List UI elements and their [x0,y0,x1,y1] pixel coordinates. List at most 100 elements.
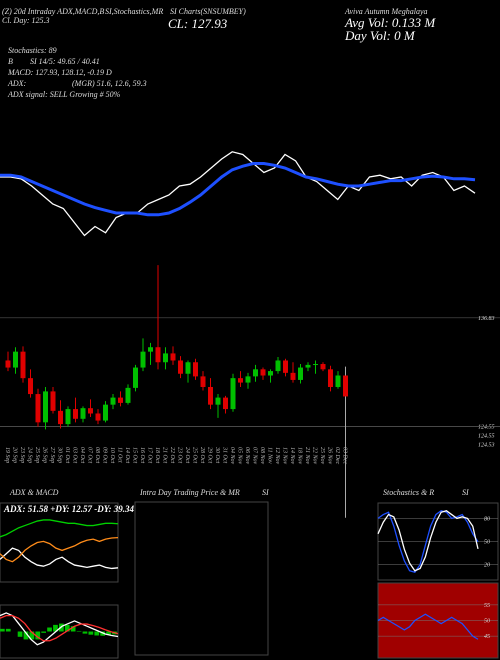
y-tick-label: 124.55 [478,423,495,430]
x-tick-label: 20 Sep [12,447,18,463]
candle-body [148,347,153,352]
candle-body [193,362,198,377]
candle-body [133,367,138,388]
candle-body [13,351,18,368]
candle-body [95,413,101,421]
x-tick-label: 23 Oct [177,447,183,463]
panel-subtitle: ADX: 51.58 +DY: 12.57 -DY: 39.34 [3,504,134,514]
candle-body [65,409,71,425]
candle-body [58,410,63,425]
candle-body [343,375,348,397]
y-tick-label: 55 [484,603,490,609]
x-tick-label: 13 Nov [282,447,288,465]
series-line [0,151,476,237]
candle-body [305,364,311,368]
x-tick-label: 26 Sep [42,447,48,463]
series-line [377,509,479,572]
header-line: SI,Stochastics,MR [105,7,163,16]
x-tick-label: 14 Nov [289,447,296,465]
x-tick-label: 09 Oct [102,447,108,463]
candle-body [200,376,206,387]
adx: ADX: [7,79,27,88]
header-line: SI Charts(SNSUMBEY) [170,7,246,16]
histogram-bar [106,631,111,635]
candle-body [43,391,48,423]
x-tick-label: 08 Oct [94,447,100,463]
x-tick-label: 17 Oct [147,447,153,463]
candle-body [290,372,296,380]
series-line [0,162,476,217]
candle-body [28,378,33,395]
candle-body [275,360,281,372]
candle-body [185,362,191,374]
x-tick-label: 02 Dec [334,447,340,464]
candle-body [208,386,213,405]
panel-frame [0,502,119,583]
x-tick-label: 26 Nov [327,447,333,465]
x-tick-label: 04 Oct [79,447,86,463]
candle-body [223,397,228,410]
x-tick-label: 15 Oct [132,447,138,463]
candle-body [125,387,131,403]
x-tick-label: 31 Oct [222,446,228,463]
candle-body [155,347,161,363]
histogram-bar [94,631,100,636]
y-tick-label: 124.55 [478,432,495,439]
histogram-bar [29,631,35,640]
x-tick-label: 19 Sep [4,447,10,463]
y-tick-label: 50 [484,540,490,546]
candle-body [253,369,258,377]
series-line [0,612,119,646]
x-tick-label: 03 Oct [72,447,78,463]
candle-body [238,378,243,383]
histogram-bar [35,631,41,640]
panel-title: ADX & MACD [9,488,59,497]
x-tick-label: 14 Oct [124,447,131,463]
y-tick-label: 50 [484,619,490,625]
x-tick-label: 30 Sep [57,446,63,463]
avg-vol: Avg Vol: 0.133 M [344,15,436,30]
macd: MACD: 127.93, 128.12, -0.19 D [7,68,112,77]
close-day: Cl. Day: 125.3 [2,16,50,25]
x-tick-label: 16 Oct [139,447,145,463]
candle-body [20,351,26,379]
x-tick-label: 24 Sep [27,447,34,463]
candle-body [178,360,183,374]
x-tick-label: 04 Nov [229,447,236,465]
candle-body [80,408,86,419]
candle-body [50,391,56,411]
candle-body [230,378,236,410]
histogram-bar [5,628,11,632]
x-tick-label: 21 Nov [304,447,310,465]
histogram-bar [76,630,82,632]
candle-body [88,408,93,414]
candle-body [110,397,116,405]
candle-body [268,371,273,376]
x-tick-label: 25 Nov [319,447,325,465]
y-tick-label: 80 [484,516,490,522]
x-tick-label: 18 Oct [154,447,160,463]
histogram-bar [64,624,70,632]
histogram-bar [23,631,29,640]
series-line [0,614,119,642]
x-tick-label: 03 Dec [342,447,348,464]
candle-body [320,364,326,370]
candle-body [215,397,221,405]
x-tick-label: 11 Oct [117,447,123,463]
x-tick-label: 25 Oct [192,447,198,463]
candle-body [283,360,288,373]
x-tick-label: 06 Nov [244,447,250,465]
panel-title: Stochastics & R [383,488,434,497]
candle-body [118,397,123,403]
candle-body [260,369,266,376]
candle-body [313,364,318,366]
b: B [8,57,13,66]
panel-title: SI [262,488,269,497]
x-tick-label: 22 Oct [169,447,175,463]
candle-body [5,360,11,368]
series-line [0,536,119,563]
series-line [377,613,479,640]
candle-body [335,375,341,387]
histogram-bar [88,631,94,635]
x-tick-label: 10 Oct [109,447,115,463]
